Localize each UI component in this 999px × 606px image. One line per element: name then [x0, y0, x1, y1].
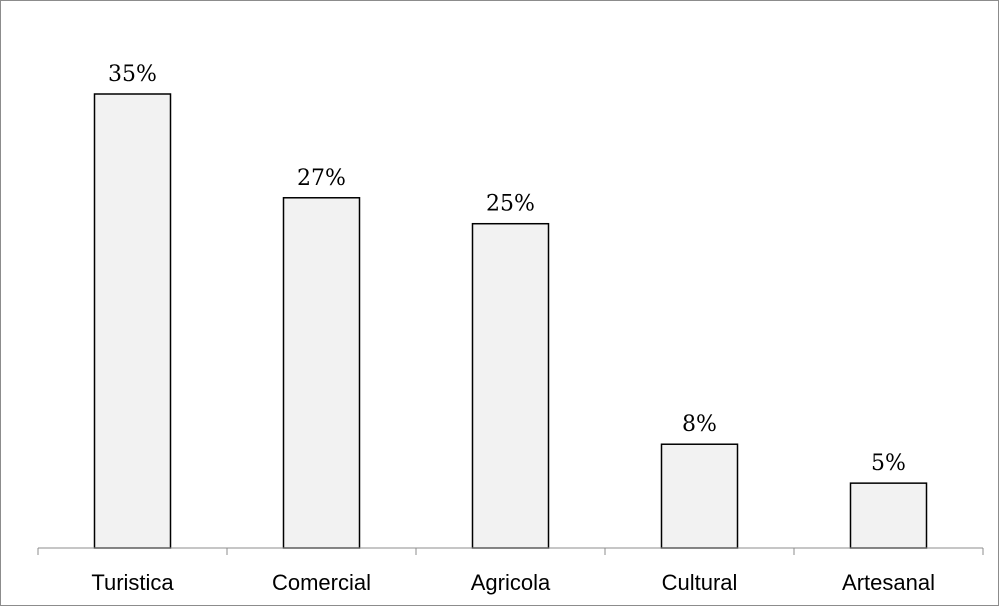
data-labels-group: 35% 27% 25% 8% 5%: [108, 62, 906, 476]
bar-cultural: [660, 443, 739, 549]
data-label-artesanal: 5%: [871, 451, 906, 476]
category-label-agricola: Agricola: [471, 570, 551, 595]
bar-artesanal: [849, 482, 928, 549]
bar-comercial: [282, 197, 361, 549]
category-label-turistica: Turistica: [91, 570, 174, 595]
x-axis: [37, 547, 984, 555]
data-label-turistica: 35%: [108, 62, 157, 87]
category-label-artesanal: Artesanal: [842, 570, 935, 595]
data-label-agricola: 25%: [486, 192, 535, 217]
category-label-comercial: Comercial: [272, 570, 371, 595]
bar-agricola: [471, 222, 550, 549]
data-label-comercial: 27%: [297, 166, 346, 191]
category-label-cultural: Cultural: [662, 570, 738, 595]
bars-group: [93, 93, 928, 549]
bar-turistica: [93, 93, 172, 549]
data-label-cultural: 8%: [682, 412, 717, 437]
category-labels-group: Turistica Comercial Agricola Cultural Artesa…: [91, 570, 935, 595]
